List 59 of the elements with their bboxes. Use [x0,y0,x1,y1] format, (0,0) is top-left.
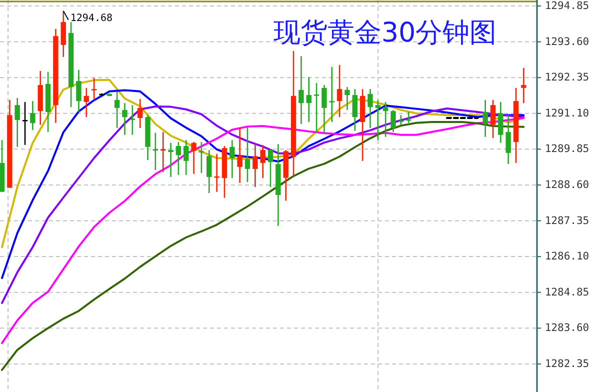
y-tick-label: 1283.60 [544,322,590,334]
candlestick [60,10,66,58]
y-tick-label: 1286.10 [544,250,590,263]
candlestick [84,87,89,118]
candlestick [398,114,404,126]
candlestick [137,98,143,129]
y-tick-label: 1292.35 [544,72,590,84]
candlestick [521,67,526,104]
candlestick [198,141,204,174]
candlestick [314,82,320,134]
candlestick [114,91,120,129]
y-tick-label: 1294.85 [544,0,590,12]
line-series [0,89,525,280]
y-tick-label: 1282.35 [544,358,590,370]
candlestick [130,104,136,136]
y-tick-label: 1293.60 [544,36,590,48]
candlestick [168,142,174,178]
candlestick [329,66,334,123]
y-tick-label: 1287.35 [544,214,590,227]
candlestick [184,139,189,176]
line-series [0,106,525,304]
candlestick [344,86,350,111]
candlestick [322,84,327,134]
text: 现货黄金30分钟图 [273,18,497,48]
candlestick [152,132,158,171]
candlestick [160,131,166,173]
candlestick [298,55,304,125]
candlestick [482,99,488,138]
candlestick [244,126,250,183]
line-series [0,78,525,248]
candlestick [498,101,504,144]
candlestick [206,149,212,194]
candlestick [375,99,380,141]
candlestick [336,64,342,118]
candlestick [22,101,28,146]
candlestick [122,102,128,136]
candlestick [30,100,36,131]
y-tick-label: 1289.85 [544,143,590,156]
candlestick [76,69,82,113]
candlestick [506,114,511,165]
candlestick [268,148,274,188]
candlestick [91,77,97,101]
candlestick [260,144,266,179]
candlestick [352,88,358,132]
candlestick [390,109,396,133]
y-tick-label: 1291.10 [544,107,590,120]
candlestick [191,141,196,174]
candlestick [382,101,388,138]
candlestick [490,99,496,139]
candlestick [252,142,258,188]
annotation: 1294.68 [70,12,113,24]
candlestick [237,127,242,184]
y-tick-label: 1288.60 [544,178,590,191]
candlestick [306,76,312,123]
candlestick [368,88,373,129]
candlestick [176,141,182,176]
candlestick [230,139,235,179]
y-tick-label: 1284.85 [544,286,590,298]
candlestick [14,97,20,148]
